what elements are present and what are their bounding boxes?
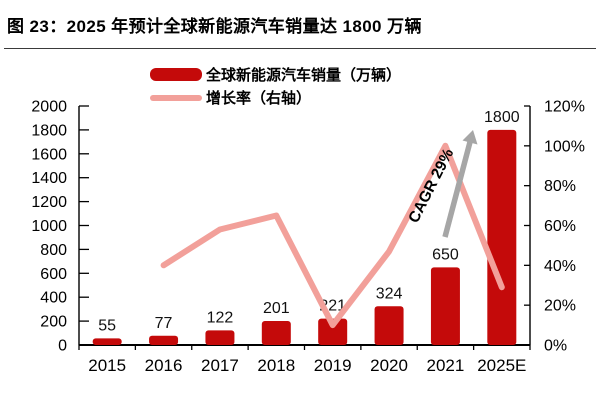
right-axis-tick-label: 100% (544, 138, 585, 155)
bar-2016 (149, 335, 179, 345)
right-axis-tick-label: 80% (544, 178, 576, 195)
x-axis-label: 2018 (257, 356, 295, 375)
right-axis-tick-label: 120% (544, 99, 585, 116)
left-axis-tick-label: 2000 (31, 99, 67, 116)
bar-2017 (205, 330, 235, 345)
x-axis-label: 2025E (477, 356, 526, 375)
bar-value-label: 122 (207, 309, 234, 326)
bar-value-label: 77 (155, 315, 173, 332)
bar-value-label: 201 (263, 300, 290, 317)
bar-value-label: 1800 (484, 109, 520, 126)
bar-swatch-icon (150, 68, 202, 81)
bar-2020 (374, 306, 404, 345)
right-axis-tick-label: 20% (544, 298, 576, 315)
figure-title: 图 23：2025 年预计全球新能源汽车销量达 1800 万辆 (7, 17, 422, 36)
x-axis-label: 2015 (88, 356, 126, 375)
legend-label-sales: 全球新能源汽车销量（万辆） (206, 67, 402, 84)
left-axis-tick-label: 1400 (31, 170, 67, 187)
left-axis-tick-label: 600 (40, 266, 67, 283)
x-axis-label: 2020 (370, 356, 408, 375)
right-axis-tick-label: 0% (544, 338, 567, 355)
left-axis-tick-label: 1800 (31, 122, 67, 139)
right-axis-tick-label: 40% (544, 258, 576, 275)
bar-value-label: 55 (98, 317, 116, 334)
bar-2019 (318, 318, 348, 345)
line-swatch-icon (150, 94, 202, 101)
growth-rate-line (160, 142, 505, 329)
chart-legend: 全球新能源汽车销量（万辆） 增长率（右轴） (150, 63, 401, 109)
bar-value-label: 324 (376, 285, 403, 302)
x-axis-label: 2016 (145, 356, 183, 375)
legend-item-growth: 增长率（右轴） (150, 86, 401, 109)
right-axis-tick-label: 60% (544, 218, 576, 235)
left-axis-tick-label: 800 (40, 242, 67, 259)
x-axis-label: 2017 (201, 356, 239, 375)
bar-value-label: 650 (432, 246, 459, 263)
left-axis-tick-label: 400 (40, 290, 67, 307)
cagr-arrow-shaft (442, 141, 473, 238)
legend-label-growth: 增长率（右轴） (206, 90, 312, 107)
bar-2025E (487, 129, 517, 345)
left-axis-tick-label: 1200 (31, 194, 67, 211)
bar-2018 (261, 320, 291, 345)
left-axis-tick-label: 1000 (31, 218, 67, 235)
bar-2021 (430, 267, 460, 345)
left-axis-tick-label: 0 (58, 338, 67, 355)
bar-2015 (92, 338, 122, 345)
cagr-arrow-head (462, 130, 478, 145)
x-axis-label: 2019 (314, 356, 352, 375)
legend-item-sales: 全球新能源汽车销量（万辆） (150, 63, 401, 86)
left-axis-tick-label: 1600 (31, 146, 67, 163)
x-axis-label: 2021 (427, 356, 465, 375)
left-axis-tick-label: 200 (40, 314, 67, 331)
title-divider (4, 48, 596, 49)
